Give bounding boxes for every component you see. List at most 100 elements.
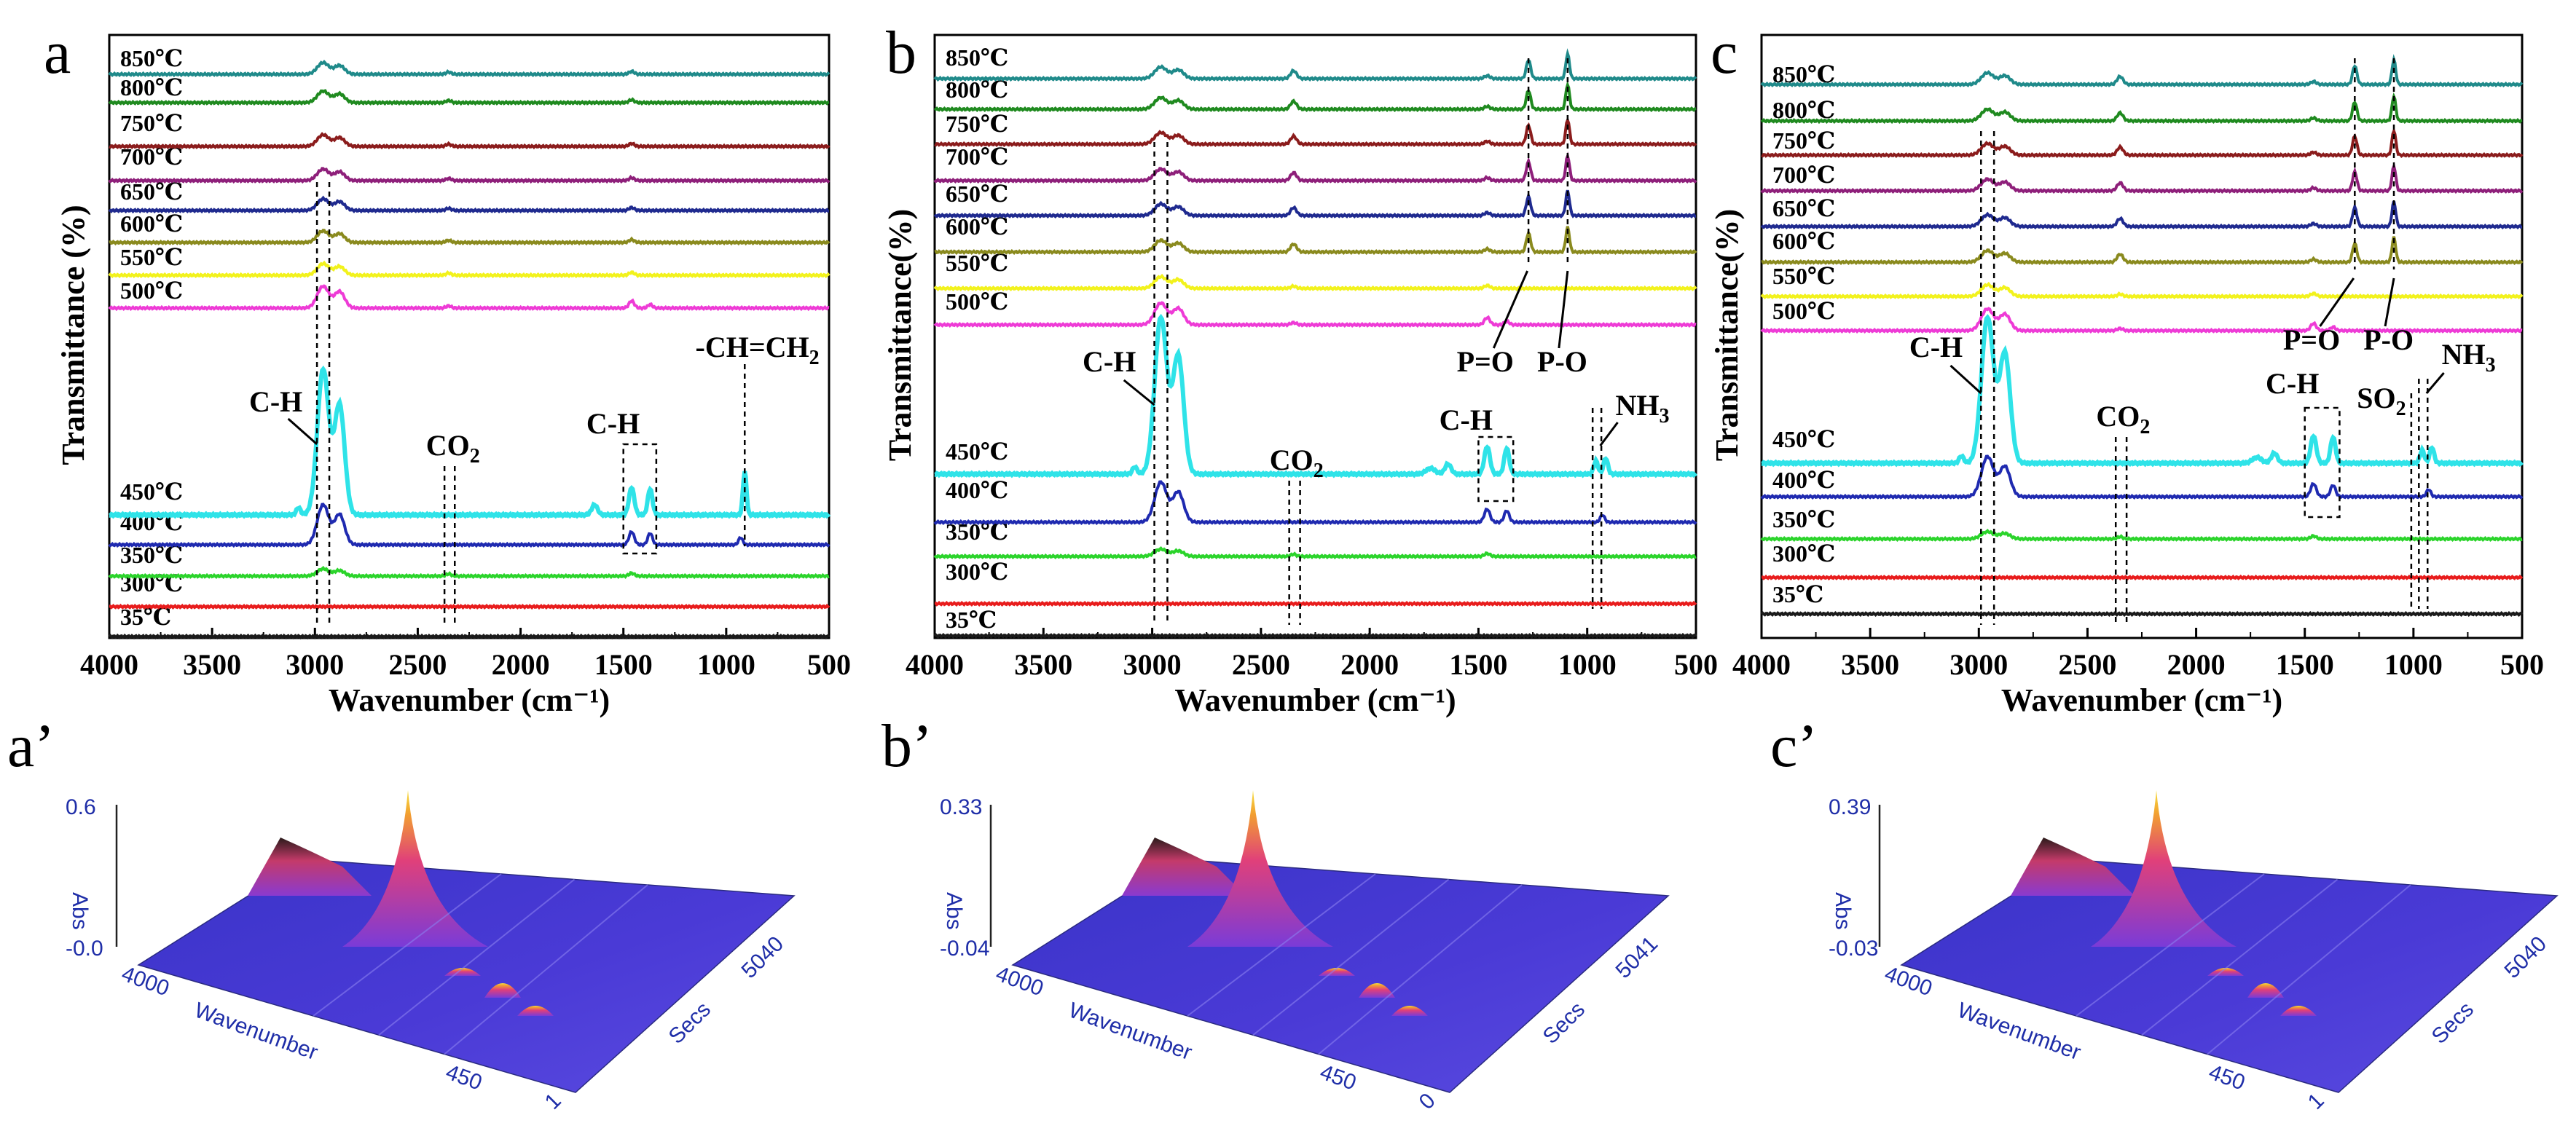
temperature-label: 750℃ bbox=[120, 110, 183, 136]
x-tick-label: 500 bbox=[1674, 648, 1718, 681]
temperature-label: 500℃ bbox=[120, 277, 183, 304]
spectrum-450℃ bbox=[934, 313, 1698, 478]
temperature-label: 700℃ bbox=[946, 143, 1008, 170]
spectrum-600℃ bbox=[934, 226, 1697, 256]
spectrum-350℃ bbox=[108, 565, 830, 580]
annotation-ch-bending: C-H bbox=[1440, 403, 1493, 436]
temperature-label: 850℃ bbox=[120, 45, 183, 71]
x-tick-label: 1500 bbox=[1449, 648, 1507, 681]
x-axis-title: Wavenumber (cm⁻¹) bbox=[2001, 682, 2282, 718]
z-axis-title: Abs bbox=[68, 892, 92, 930]
spectrum-800℃ bbox=[933, 80, 1697, 113]
temperature-label: 650℃ bbox=[120, 178, 183, 205]
spectrum-700℃ bbox=[1760, 162, 2524, 194]
temperature-label: 300℃ bbox=[946, 559, 1008, 585]
spectrum-550℃ bbox=[1760, 281, 2524, 300]
temperature-label: 800℃ bbox=[1772, 97, 1835, 123]
temperature-label: 800℃ bbox=[946, 76, 1008, 103]
x-tick-label: 1000 bbox=[2384, 648, 2443, 681]
spectrum-750℃ bbox=[934, 116, 1697, 148]
temperature-label: 350℃ bbox=[1772, 506, 1835, 532]
x-tick-label: 450 bbox=[2206, 1060, 2248, 1095]
plot-frame bbox=[933, 34, 1697, 639]
x-tick-label: 1500 bbox=[594, 648, 653, 681]
temperature-label: 35℃ bbox=[946, 607, 997, 633]
annotation-p-double-o: P=O bbox=[1457, 345, 1514, 378]
surface-stripe bbox=[444, 884, 648, 1055]
surface-minor-peak bbox=[484, 983, 521, 998]
spectrum-400℃ bbox=[1760, 454, 2524, 500]
y-axis-title: Transmittance(%) bbox=[882, 209, 918, 461]
z-axis-title: Abs bbox=[942, 892, 966, 930]
temperature-label: 750℃ bbox=[1772, 127, 1835, 154]
x-tick-label: 3500 bbox=[1014, 648, 1072, 681]
surface-stripe bbox=[1187, 873, 1376, 1017]
spectrum-650℃ bbox=[933, 189, 1697, 219]
annotation-so2: SO2 bbox=[2357, 382, 2406, 420]
annotation-co2: CO2 bbox=[2096, 400, 2150, 438]
surface-minor-peak bbox=[1391, 1006, 1428, 1016]
annotation-arrow bbox=[2425, 372, 2445, 394]
x-tick-label: 3000 bbox=[286, 648, 344, 681]
spectrum-700℃ bbox=[933, 151, 1697, 184]
x-tick-label: 2000 bbox=[492, 648, 550, 681]
y-tick-label: 1 bbox=[541, 1089, 566, 1114]
surface-ridge bbox=[248, 838, 372, 896]
x-tick-label: 2500 bbox=[388, 648, 447, 681]
annotation-arrow bbox=[287, 417, 318, 446]
spectrum-850℃ bbox=[1760, 54, 2524, 88]
surface-stripe bbox=[1252, 878, 1450, 1036]
temperature-label: 35℃ bbox=[1772, 581, 1823, 607]
surface-stripe bbox=[1318, 884, 1523, 1055]
annotation-co2: CO2 bbox=[1270, 444, 1324, 482]
panel-c-chart: c 4000 3500 3000 2500 2000 1500 1000 500 Wavenumb… bbox=[1709, 19, 2544, 718]
x-tick-label: 2000 bbox=[1340, 648, 1399, 681]
temperature-label: 600℃ bbox=[120, 210, 183, 237]
spectrum-650℃ bbox=[1760, 200, 2523, 230]
panel-letter-a: a bbox=[44, 19, 71, 87]
x-tick-label: 3000 bbox=[1949, 648, 2008, 681]
temperature-label: 450℃ bbox=[1772, 426, 1835, 452]
spectrum-400℃ bbox=[933, 480, 1697, 526]
annotation-nh3: NH3 bbox=[2442, 338, 2496, 377]
annotation-arrow bbox=[2319, 277, 2355, 327]
spectrum-850℃ bbox=[933, 48, 1697, 82]
annotation-ch-bending: C-H bbox=[2266, 367, 2319, 400]
x-tick-label: 3000 bbox=[1123, 648, 1182, 681]
x-tick-label: 1000 bbox=[697, 648, 755, 681]
spectrum-650℃ bbox=[108, 195, 830, 214]
x-tick-label: 4000 bbox=[906, 648, 964, 681]
temperature-label: 550℃ bbox=[120, 244, 183, 270]
panel-b-chart: b 4000 3500 3000 2500 2000 1500 1000 500 Wavenumb… bbox=[882, 19, 1718, 718]
x-tick-label: 3500 bbox=[1841, 648, 1899, 681]
x-tick-label: 1500 bbox=[2276, 648, 2334, 681]
x-tick-label: 1000 bbox=[1558, 648, 1617, 681]
temperature-label: 750℃ bbox=[946, 111, 1008, 137]
z-tick-label: 0.33 bbox=[940, 795, 982, 819]
spectrum-800℃ bbox=[1760, 92, 2523, 125]
x-tick-label: 2000 bbox=[2167, 648, 2226, 681]
spectrum-800℃ bbox=[108, 89, 830, 106]
surface-stripe bbox=[2076, 873, 2265, 1017]
annotation-ch-stretch: C-H bbox=[1083, 345, 1136, 378]
annotation-co2: CO2 bbox=[426, 429, 480, 468]
x-tick-label: 4000 bbox=[80, 648, 138, 681]
ch-bending-box bbox=[1477, 436, 1515, 503]
surface-minor-peak bbox=[517, 1006, 554, 1016]
annotation-ch-bending: C-H bbox=[586, 407, 640, 440]
z-tick-label: -0.04 bbox=[940, 937, 989, 961]
temperature-label: 400℃ bbox=[1772, 467, 1835, 493]
temperature-label: 800℃ bbox=[120, 74, 183, 101]
z-tick-label: 0.6 bbox=[66, 795, 96, 819]
annotation-ch-stretch: C-H bbox=[1909, 331, 1963, 363]
surface-minor-peak bbox=[1359, 983, 1395, 998]
spectrum-550℃ bbox=[933, 273, 1697, 292]
annotation-vinyl: -CH=CH2 bbox=[696, 331, 820, 369]
annotation-p-double-o: P=O bbox=[2283, 323, 2340, 356]
x-tick-label: 2500 bbox=[1232, 648, 1290, 681]
temperature-label: 550℃ bbox=[1772, 263, 1835, 289]
surface-ridge bbox=[2011, 838, 2135, 896]
x-tick-label: 450 bbox=[1317, 1060, 1359, 1095]
annotation-ch-stretch: C-H bbox=[249, 385, 302, 418]
temperature-label: 500℃ bbox=[946, 288, 1008, 315]
